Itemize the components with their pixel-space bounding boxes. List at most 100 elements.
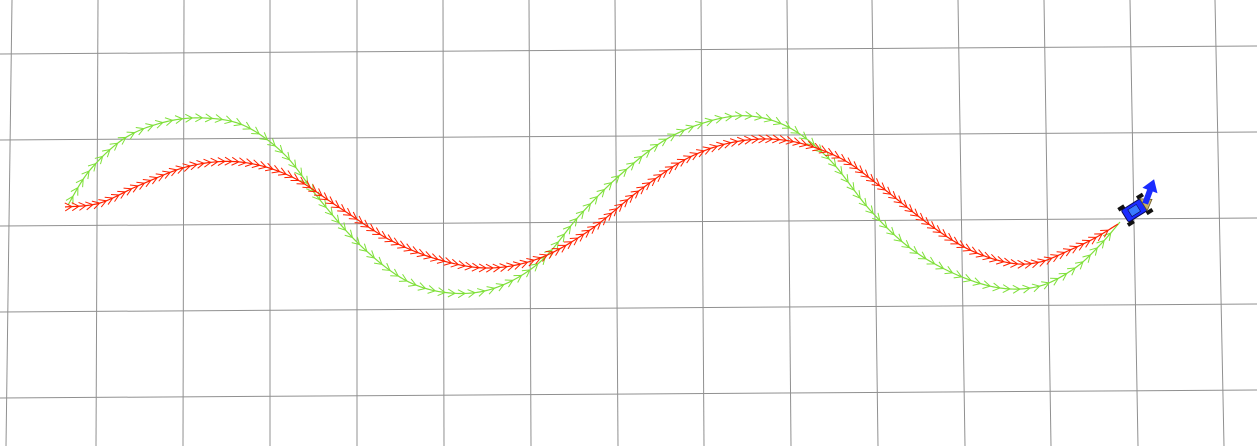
path-arrow-marker bbox=[575, 233, 585, 242]
path-arrow-marker bbox=[478, 263, 488, 273]
path-arrow-marker bbox=[417, 282, 427, 291]
path-arrow-marker bbox=[872, 212, 881, 222]
path-arrow-marker bbox=[716, 141, 726, 151]
path-arrow-marker bbox=[71, 202, 80, 212]
path-arrow-marker bbox=[471, 262, 481, 272]
path-arrow-marker bbox=[506, 262, 515, 272]
path-arrow-marker bbox=[182, 163, 192, 172]
path-arrow-marker bbox=[443, 257, 453, 266]
path-arrow-marker bbox=[98, 199, 108, 208]
path-arrow-marker bbox=[1010, 259, 1019, 268]
path-arrow-marker bbox=[858, 197, 868, 207]
path-arrow-marker bbox=[926, 256, 936, 265]
path-arrow-marker bbox=[203, 158, 212, 168]
path-arrow-marker bbox=[763, 113, 773, 123]
path-arrow-marker bbox=[658, 138, 668, 147]
path-arrow-marker bbox=[843, 157, 853, 166]
path-arrow-marker bbox=[521, 269, 531, 278]
path-arrow-marker bbox=[251, 126, 261, 135]
path-arrow-marker bbox=[284, 170, 294, 179]
path-arrow-marker bbox=[944, 266, 954, 275]
path-arrow-marker bbox=[1002, 284, 1011, 294]
path-arrow-marker bbox=[145, 123, 155, 132]
path-arrow-marker bbox=[312, 191, 321, 201]
path-arrow-marker bbox=[575, 210, 585, 220]
path-arrow-marker bbox=[513, 274, 523, 283]
path-arrow-marker bbox=[773, 116, 783, 126]
path-arrow-marker bbox=[695, 120, 704, 130]
path-arrow-marker bbox=[702, 146, 712, 155]
path-arrow-marker bbox=[126, 131, 136, 140]
path-arrow-marker bbox=[915, 212, 925, 221]
path-arrow-marker bbox=[259, 132, 269, 141]
path-arrow-marker bbox=[447, 288, 457, 298]
path-arrow-marker bbox=[397, 240, 407, 249]
path-arrow-marker bbox=[78, 201, 87, 211]
path-arrow-marker bbox=[664, 166, 674, 175]
path-arrow-marker bbox=[294, 167, 303, 177]
path-arrow-marker bbox=[641, 182, 651, 191]
path-arrow-marker bbox=[271, 165, 281, 174]
grid-line bbox=[182, 0, 185, 446]
path-arrow-marker bbox=[351, 236, 361, 246]
path-arrow-marker bbox=[972, 277, 982, 286]
path-arrow-marker bbox=[860, 169, 870, 178]
path-arrow-marker bbox=[888, 190, 897, 200]
path-arrow-marker bbox=[901, 239, 911, 249]
path-arrow-marker bbox=[909, 245, 919, 254]
path-arrow-marker bbox=[1030, 259, 1040, 269]
path-arrow-marker bbox=[969, 246, 979, 255]
path-arrow-marker bbox=[308, 184, 318, 193]
path-arrow-marker bbox=[618, 168, 628, 177]
robot-top bbox=[1127, 204, 1141, 217]
path-arrow-marker bbox=[904, 204, 914, 213]
path-arrow-marker bbox=[751, 134, 760, 144]
robot-wheel bbox=[1135, 192, 1145, 200]
path-arrow-marker bbox=[944, 232, 954, 241]
path-arrow-marker bbox=[771, 134, 781, 144]
path-arrow-marker bbox=[149, 176, 159, 185]
path-arrow-marker bbox=[805, 140, 815, 150]
path-arrow-marker bbox=[360, 219, 370, 228]
path-arrow-marker bbox=[683, 155, 693, 164]
path-arrow-marker bbox=[331, 214, 340, 224]
path-arrow-marker bbox=[1094, 233, 1104, 242]
path-arrow-marker bbox=[935, 261, 945, 270]
path-arrow-marker bbox=[563, 241, 573, 250]
path-arrow-marker bbox=[109, 142, 119, 151]
grid-line bbox=[0, 303, 1257, 313]
path-arrow-marker bbox=[1089, 247, 1098, 256]
path-arrow-marker bbox=[302, 180, 312, 189]
path-arrow-marker bbox=[866, 173, 875, 183]
path-arrow-marker bbox=[416, 248, 426, 258]
path-arrow-marker bbox=[917, 251, 927, 260]
path-arrow-marker bbox=[210, 157, 219, 167]
path-arrow-marker bbox=[633, 155, 643, 165]
grid-line bbox=[95, 0, 99, 446]
path-arrow-marker bbox=[1074, 261, 1084, 270]
path-arrow-marker bbox=[1043, 256, 1053, 265]
path-arrow-marker bbox=[641, 149, 651, 158]
path-arrow-marker bbox=[224, 115, 234, 125]
path-arrow-marker bbox=[667, 133, 677, 142]
path-arrow-marker bbox=[318, 199, 327, 209]
path-arrow-marker bbox=[1082, 254, 1092, 263]
path-arrow-marker bbox=[344, 229, 354, 239]
path-arrow-marker bbox=[337, 222, 347, 231]
path-arrow-marker bbox=[1075, 242, 1085, 251]
path-arrow-marker bbox=[217, 157, 226, 166]
path-arrow-marker bbox=[81, 170, 90, 180]
path-arrow-marker bbox=[467, 289, 477, 298]
path-arrow-marker bbox=[499, 263, 509, 272]
path-arrow-marker bbox=[195, 113, 204, 123]
path-arrow-marker bbox=[75, 178, 84, 188]
path-arrow-marker bbox=[608, 207, 618, 217]
path-arrow-marker bbox=[70, 186, 79, 196]
path-arrow-marker bbox=[982, 251, 992, 261]
path-arrow-marker bbox=[877, 182, 887, 191]
path-arrow-marker bbox=[337, 203, 347, 212]
path-arrow-marker bbox=[495, 283, 505, 292]
